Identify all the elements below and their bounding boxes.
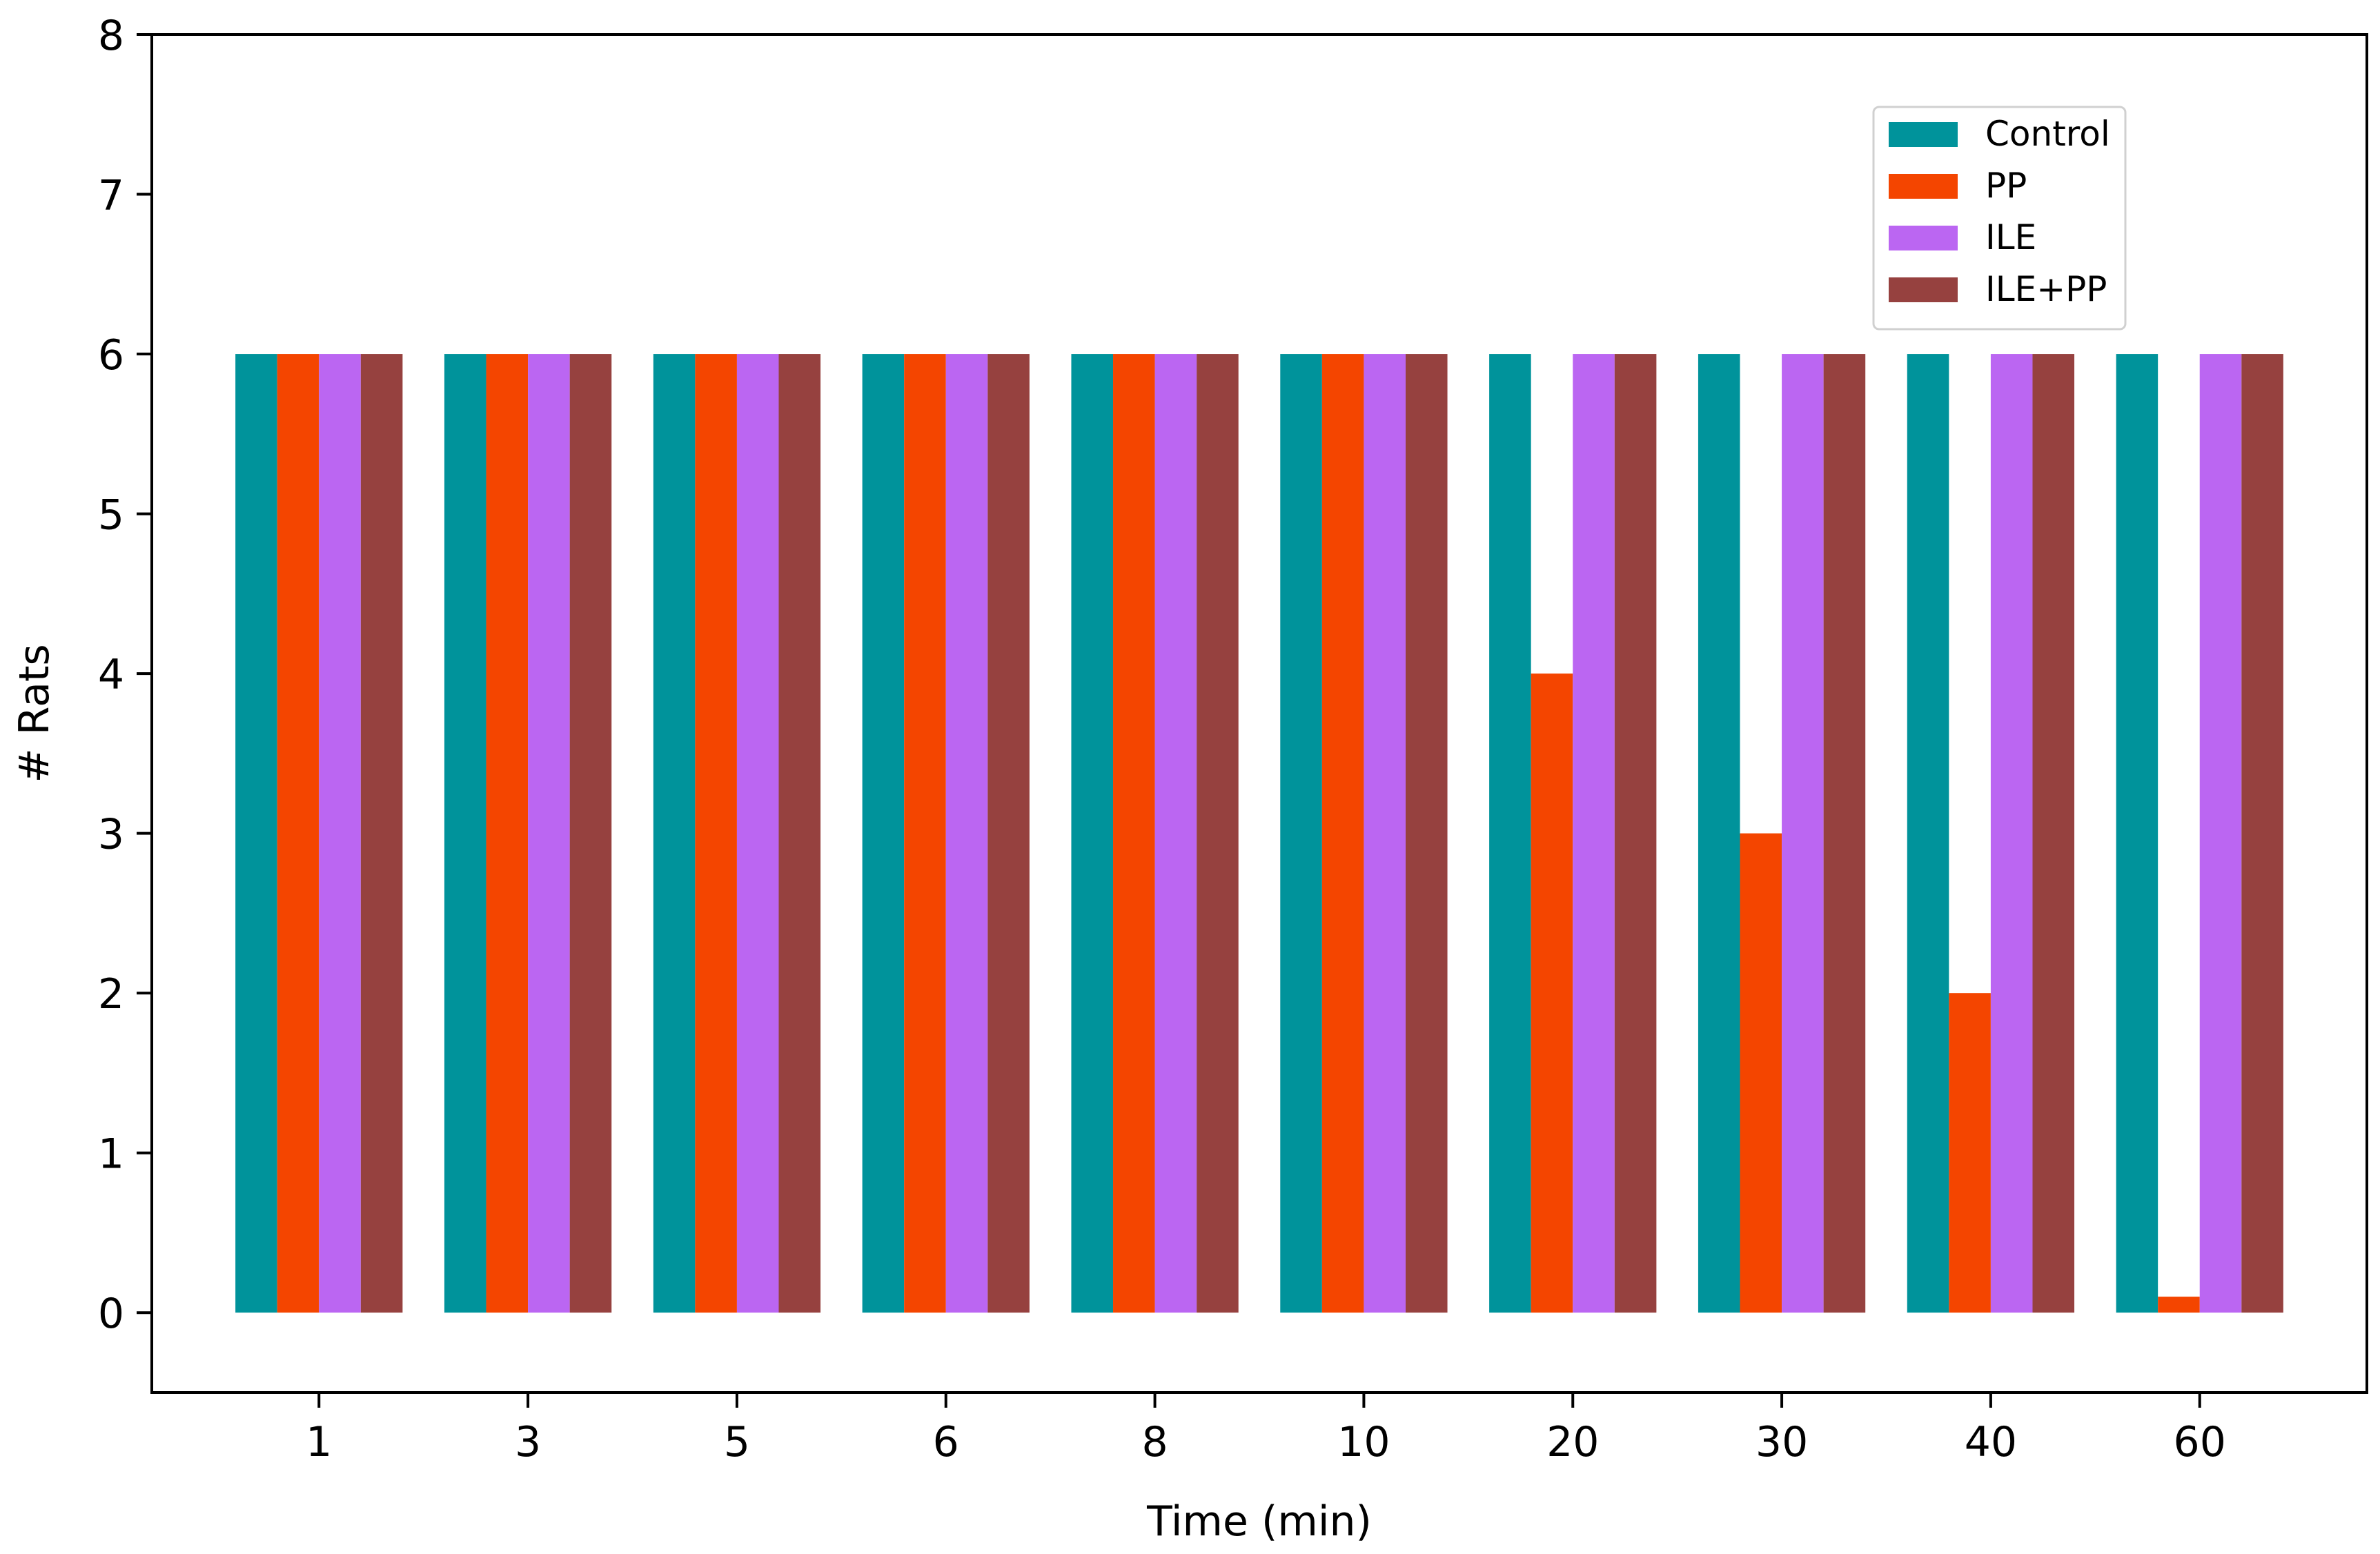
bar-control-5: [653, 354, 696, 1313]
bar-control-40: [1907, 354, 1949, 1313]
y-tick-label-3: 3: [98, 811, 124, 859]
y-tick-label-8: 8: [98, 12, 124, 60]
y-tick-label-0: 0: [98, 1290, 124, 1338]
y-axis-label: # Rats: [10, 644, 59, 783]
bar-control-3: [444, 354, 486, 1313]
x-tick-label-6: 6: [933, 1418, 959, 1466]
legend-swatch-ile-plus-pp: [1889, 277, 1958, 302]
legend-swatch-pp: [1889, 174, 1958, 199]
bar-ile-plus-pp-3: [569, 354, 612, 1313]
legend-label-control: Control: [1985, 114, 2110, 154]
bar-pp-8: [1113, 354, 1155, 1313]
x-tick-label-8: 8: [1141, 1418, 1168, 1466]
x-tick-label-40: 40: [1965, 1418, 2017, 1466]
bar-ile-plus-pp-8: [1197, 354, 1239, 1313]
y-tick-label-2: 2: [98, 970, 124, 1019]
bar-ile-plus-pp-10: [1405, 354, 1448, 1313]
bar-pp-30: [1740, 833, 1782, 1313]
bar-ile-plus-pp-5: [778, 354, 821, 1313]
bar-ile-20: [1573, 354, 1615, 1313]
legend-label-ile-plus-pp: ILE+PP: [1985, 269, 2107, 309]
bar-control-1: [235, 354, 277, 1313]
legend-box: [1872, 106, 2127, 331]
bar-pp-60: [2158, 1297, 2200, 1313]
y-tick-label-1: 1: [98, 1130, 124, 1179]
bar-pp-10: [1321, 354, 1364, 1313]
bar-ile-6: [945, 354, 988, 1313]
bar-pp-6: [904, 354, 946, 1313]
bar-ile-40: [1990, 354, 2033, 1313]
bar-ile-plus-pp-30: [1823, 354, 1866, 1313]
bar-ile-plus-pp-60: [2241, 354, 2283, 1313]
x-tick-label-20: 20: [1546, 1418, 1599, 1466]
x-tick-label-60: 60: [2174, 1418, 2226, 1466]
bar-control-30: [1698, 354, 1740, 1313]
legend: Control PP ILE ILE+PP: [1872, 106, 2127, 331]
x-axis-label: Time (min): [1146, 1497, 1372, 1546]
legend-swatch-control: [1889, 122, 1958, 147]
y-tick-label-4: 4: [98, 651, 124, 699]
bar-control-8: [1071, 354, 1114, 1313]
bar-ile-plus-pp-1: [360, 354, 403, 1313]
bar-ile-30: [1782, 354, 1824, 1313]
bar-pp-1: [277, 354, 319, 1313]
y-axis: 0 1 2 3 4 5 6 7 8: [98, 12, 152, 1338]
bar-ile-60: [2199, 354, 2242, 1313]
bar-ile-plus-pp-40: [2032, 354, 2075, 1313]
y-tick-label-5: 5: [98, 491, 124, 540]
x-tick-label-30: 30: [1756, 1418, 1808, 1466]
bars-group: [235, 354, 2283, 1313]
x-tick-label-3: 3: [515, 1418, 541, 1466]
plot-frame: [150, 33, 2368, 1394]
bar-ile-3: [528, 354, 570, 1313]
bar-pp-3: [486, 354, 529, 1313]
bar-pp-20: [1531, 673, 1573, 1313]
bar-ile-plus-pp-20: [1614, 354, 1657, 1313]
x-tick-label-5: 5: [724, 1418, 750, 1466]
bar-control-20: [1489, 354, 1531, 1313]
y-tick-label-6: 6: [98, 331, 124, 380]
x-axis: 1 3 5 6 8 10 20 30 40 60: [306, 1393, 2226, 1466]
legend-label-pp: PP: [1985, 166, 2027, 206]
bar-control-6: [862, 354, 905, 1313]
bar-ile-plus-pp-6: [987, 354, 1030, 1313]
bar-ile-8: [1154, 354, 1197, 1313]
bar-control-10: [1280, 354, 1322, 1313]
bar-pp-40: [1949, 993, 1991, 1313]
x-tick-label-10: 10: [1337, 1418, 1390, 1466]
bar-ile-5: [736, 354, 779, 1313]
bar-ile-1: [319, 354, 361, 1313]
x-tick-label-1: 1: [306, 1418, 332, 1466]
legend-swatch-ile: [1889, 226, 1958, 250]
y-tick-label-7: 7: [98, 172, 124, 220]
legend-label-ile: ILE: [1985, 217, 2036, 257]
bar-control-60: [2116, 354, 2158, 1313]
bar-ile-10: [1364, 354, 1406, 1313]
bar-pp-5: [695, 354, 737, 1313]
